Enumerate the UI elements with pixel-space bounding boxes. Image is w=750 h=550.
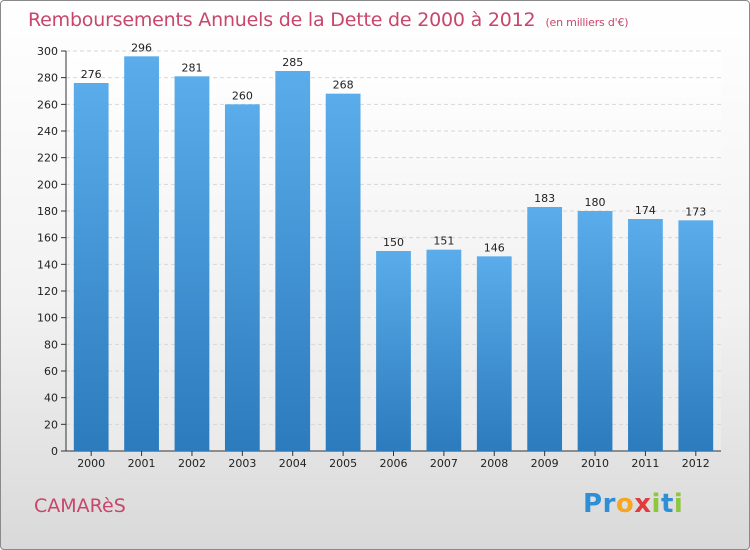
value-label-2009: 183 <box>534 192 555 205</box>
value-label-2001: 296 <box>131 41 152 54</box>
bar-2006 <box>376 251 411 451</box>
y-tick-label: 40 <box>44 392 58 405</box>
logo-letter: i <box>673 489 684 519</box>
bar-2004 <box>275 71 311 451</box>
y-tick-label: 80 <box>44 338 58 351</box>
x-tick-label-2007: 2007 <box>430 457 458 470</box>
chart-title: Remboursements Annuels de la Dette de 20… <box>28 9 629 31</box>
x-tick-label-2005: 2005 <box>329 457 357 470</box>
value-label-2004: 285 <box>282 56 303 69</box>
y-tick-label: 200 <box>37 178 58 191</box>
logo-letter: t <box>660 489 674 519</box>
y-tick-label: 60 <box>44 365 58 378</box>
logo-letter: P <box>583 489 603 519</box>
chart-unit-label: (en milliers d'€) <box>545 16 629 29</box>
x-tick-label-2006: 2006 <box>380 457 408 470</box>
bar-2008 <box>476 256 512 451</box>
value-label-2002: 281 <box>181 61 202 74</box>
value-label-2007: 151 <box>433 235 454 248</box>
y-tick-label: 240 <box>37 125 58 138</box>
y-tick-label: 220 <box>37 152 58 165</box>
x-tick-label-2000: 2000 <box>77 457 105 470</box>
x-tick-label-2008: 2008 <box>480 457 508 470</box>
bar-2010 <box>577 211 613 451</box>
bar-2011 <box>628 219 663 451</box>
y-tick-label: 160 <box>37 232 58 245</box>
y-tick-label: 180 <box>37 205 58 218</box>
value-label-2012: 173 <box>685 205 706 218</box>
y-tick-label: 120 <box>37 285 58 298</box>
y-tick-label: 280 <box>37 72 58 85</box>
proxiti-logo[interactable]: Proxiti <box>583 489 683 519</box>
bar-2007 <box>426 249 462 451</box>
y-tick-label: 300 <box>37 45 58 58</box>
x-tick-label-2009: 2009 <box>531 457 559 470</box>
y-tick-label: 260 <box>37 98 58 111</box>
logo-letter: x <box>634 489 652 519</box>
value-label-2010: 180 <box>585 196 606 209</box>
x-tick-label-2001: 2001 <box>128 457 156 470</box>
logo-letter: i <box>651 489 661 519</box>
y-tick-label: 20 <box>44 418 58 431</box>
x-tick-label-2012: 2012 <box>682 457 710 470</box>
value-label-2006: 150 <box>383 236 404 249</box>
x-tick-label-2011: 2011 <box>631 457 659 470</box>
bar-2009 <box>527 207 563 451</box>
bar-2001 <box>124 56 159 451</box>
bar-2003 <box>224 104 260 451</box>
x-tick-label-2003: 2003 <box>228 457 256 470</box>
value-label-2008: 146 <box>484 241 505 254</box>
chart-title-text: Remboursements Annuels de la Dette de 20… <box>28 9 536 31</box>
value-label-2005: 268 <box>333 79 354 92</box>
logo-letter: o <box>615 489 635 519</box>
y-tick-label: 100 <box>37 312 58 325</box>
x-tick-label-2004: 2004 <box>279 457 307 470</box>
bar-2012 <box>678 220 714 451</box>
bar-2000 <box>73 83 109 451</box>
y-tick-label: 0 <box>51 445 58 458</box>
x-tick-label-2010: 2010 <box>581 457 609 470</box>
commune-name: CAMARèS <box>34 495 126 517</box>
bar-2005 <box>325 93 361 452</box>
value-label-2003: 260 <box>232 89 253 102</box>
value-label-2000: 276 <box>81 68 102 81</box>
x-tick-label-2002: 2002 <box>178 457 206 470</box>
bar-2002 <box>174 76 210 451</box>
logo-letter: r <box>602 489 616 519</box>
y-tick-label: 140 <box>37 258 58 271</box>
value-label-2011: 174 <box>635 204 656 217</box>
